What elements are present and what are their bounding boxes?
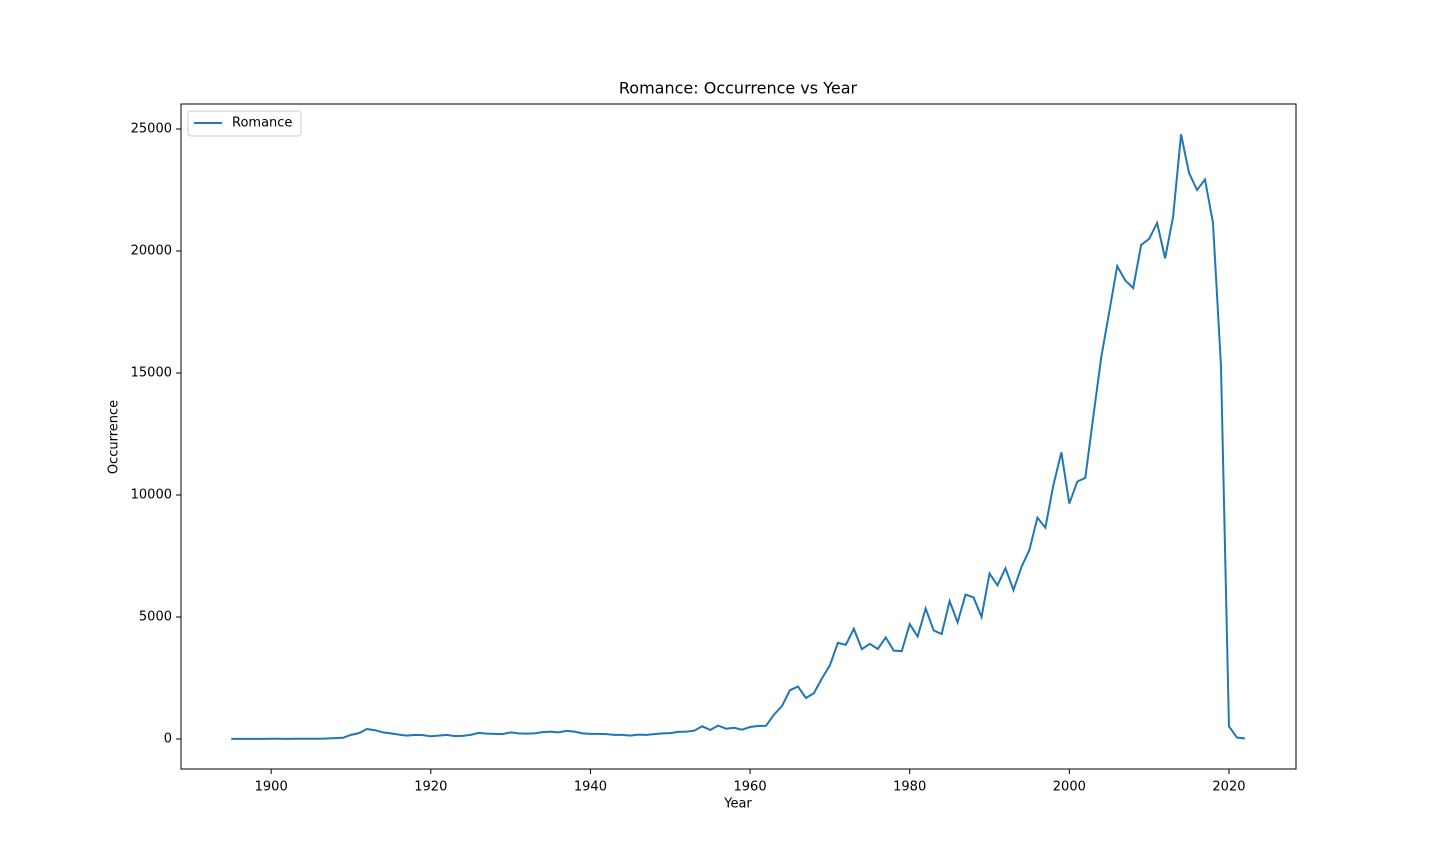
y-tick-label: 20000: [131, 244, 172, 259]
y-tick-label: 25000: [131, 122, 172, 137]
x-tick-label: 1900: [255, 780, 288, 795]
x-tick-label: 2000: [1053, 780, 1086, 795]
plot-frame: [180, 103, 1297, 770]
x-tick-label: 1920: [414, 780, 447, 795]
y-tick-label: 15000: [131, 366, 172, 381]
y-tick-label: 5000: [139, 609, 172, 624]
x-tick-label: 2020: [1212, 780, 1245, 795]
y-axis-label: Occurrence: [107, 400, 122, 474]
y-tick-label: 10000: [131, 487, 172, 502]
x-tick-label: 1980: [893, 780, 926, 795]
legend-label: Romance: [232, 116, 292, 131]
x-axis-label: Year: [723, 797, 752, 812]
x-tick-label: 1940: [574, 780, 607, 795]
x-tick-label: 1960: [734, 780, 767, 795]
line: [231, 134, 1246, 740]
y-tick-label: 0: [164, 731, 172, 746]
chart-title: Romance: Occurrence vs Year: [619, 79, 858, 98]
legend-box: [187, 110, 302, 137]
